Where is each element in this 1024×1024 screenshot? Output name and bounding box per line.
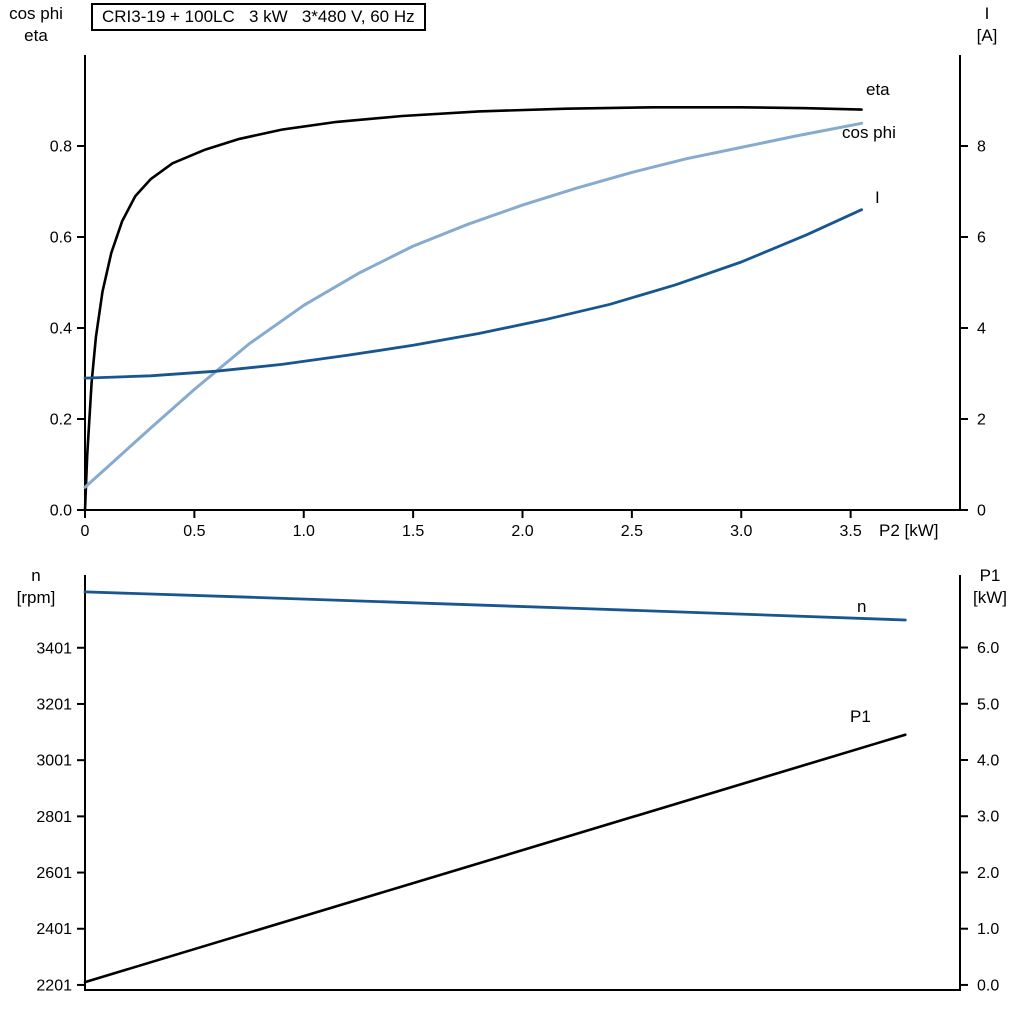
right-tick-label: 4 (977, 321, 986, 338)
right-tick-label: 5.0 (977, 696, 999, 713)
left-tick-label: 0.0 (50, 503, 72, 520)
right-tick-label: 2.0 (977, 865, 999, 882)
chart-title: CRI3-19 + 100LC 3 kW 3*480 V, 60 Hz (91, 3, 426, 31)
right-tick-label: 6.0 (977, 640, 999, 657)
left-tick-label: 0.8 (50, 139, 72, 156)
axis-frame (84, 55, 961, 511)
right-tick-label: 6 (977, 230, 986, 247)
curve-label-I: I (875, 188, 880, 207)
axis-title-speed-unit: [rpm] (16, 588, 56, 607)
x-tick-label: 0.5 (183, 523, 205, 540)
axis-frame (84, 575, 961, 991)
x-tick-label: 2.0 (511, 523, 533, 540)
x-tick-label: 1.5 (402, 523, 424, 540)
axis-title-current-unit: [A] (976, 26, 998, 45)
x-axis-label: P2 [kW] (879, 521, 939, 540)
axis-title-p1-unit: [kW] (973, 588, 1007, 607)
axis-title-speed: n (31, 566, 41, 585)
left-tick-label: 0.4 (50, 321, 72, 338)
left-tick-label: 0.6 (50, 230, 72, 247)
right-tick-label: 1.0 (977, 921, 999, 938)
axis-title-cos-phi: cos phi (9, 4, 63, 23)
series-curve-n (83, 590, 907, 622)
series-curve-eta (83, 106, 863, 512)
right-tick-label: 0.0 (977, 977, 999, 994)
top-right-axis-title: I [A] (964, 3, 1010, 47)
left-tick-label: 3201 (36, 696, 72, 713)
curve-label-P1: P1 (850, 707, 871, 726)
curve-label-n: n (857, 597, 866, 616)
left-tick-label: 2801 (36, 809, 72, 826)
bottom-right-axis-title: P1 [kW] (962, 565, 1018, 609)
axis-title-p1: P1 (979, 566, 1001, 585)
left-tick-label: 0.2 (50, 412, 72, 429)
right-tick-label: 8 (977, 139, 986, 156)
left-tick-label: 3001 (36, 753, 72, 770)
right-tick-label: 0 (977, 503, 986, 520)
top-left-axis-title: cos phi eta (4, 3, 68, 47)
right-tick-label: 3.0 (977, 809, 999, 826)
left-tick-label: 2601 (36, 865, 72, 882)
series-curve-P1 (83, 733, 907, 984)
right-tick-label: 2 (977, 412, 986, 429)
left-tick-label: 3401 (36, 640, 72, 657)
series-curve-I (83, 208, 863, 380)
curve-label-cos-phi: cos phi (842, 123, 896, 142)
x-tick-label: 0 (81, 523, 90, 540)
series-curve-cos-phi (83, 121, 864, 489)
axis-title-current: I (984, 4, 990, 23)
x-tick-label: 3.0 (730, 523, 752, 540)
x-tick-label: 3.5 (840, 523, 862, 540)
curve-label-eta: eta (866, 80, 890, 99)
right-tick-label: 4.0 (977, 753, 999, 770)
bottom-left-axis-title: n [rpm] (4, 565, 68, 609)
x-tick-label: 1.0 (293, 523, 315, 540)
axis-title-eta: eta (24, 26, 48, 45)
left-tick-label: 2401 (36, 921, 72, 938)
x-tick-label: 2.5 (621, 523, 643, 540)
left-tick-label: 2201 (36, 977, 72, 994)
